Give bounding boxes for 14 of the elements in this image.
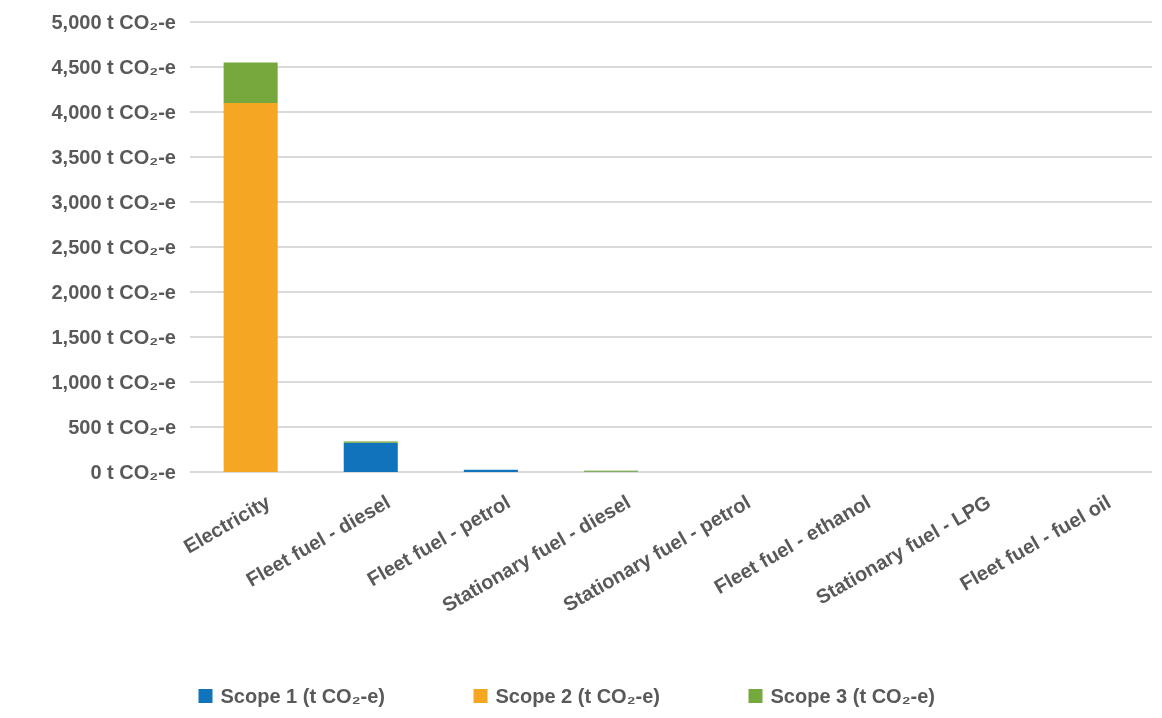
y-tick-label: 5,000 t CO₂-e — [51, 11, 176, 33]
legend-label: Scope 2 (t CO₂-e) — [495, 685, 660, 707]
y-tick-label: 4,500 t CO₂-e — [51, 56, 176, 78]
y-tick-label: 3,000 t CO₂-e — [51, 191, 176, 213]
y-tick-label: 1,000 t CO₂-e — [51, 371, 176, 393]
y-tick-label: 500 t CO₂-e — [68, 416, 176, 438]
y-tick-label: 2,500 t CO₂-e — [51, 236, 176, 258]
y-tick-label: 1,500 t CO₂-e — [51, 326, 176, 348]
y-tick-label: 0 t CO₂-e — [90, 461, 176, 483]
y-tick-label: 4,000 t CO₂-e — [51, 101, 176, 123]
y-tick-label: 2,000 t CO₂-e — [51, 281, 176, 303]
legend-label: Scope 1 (t CO₂-e) — [220, 685, 385, 707]
y-tick-label: 3,500 t CO₂-e — [51, 146, 176, 168]
legend-label: Scope 3 (t CO₂-e) — [770, 685, 935, 707]
